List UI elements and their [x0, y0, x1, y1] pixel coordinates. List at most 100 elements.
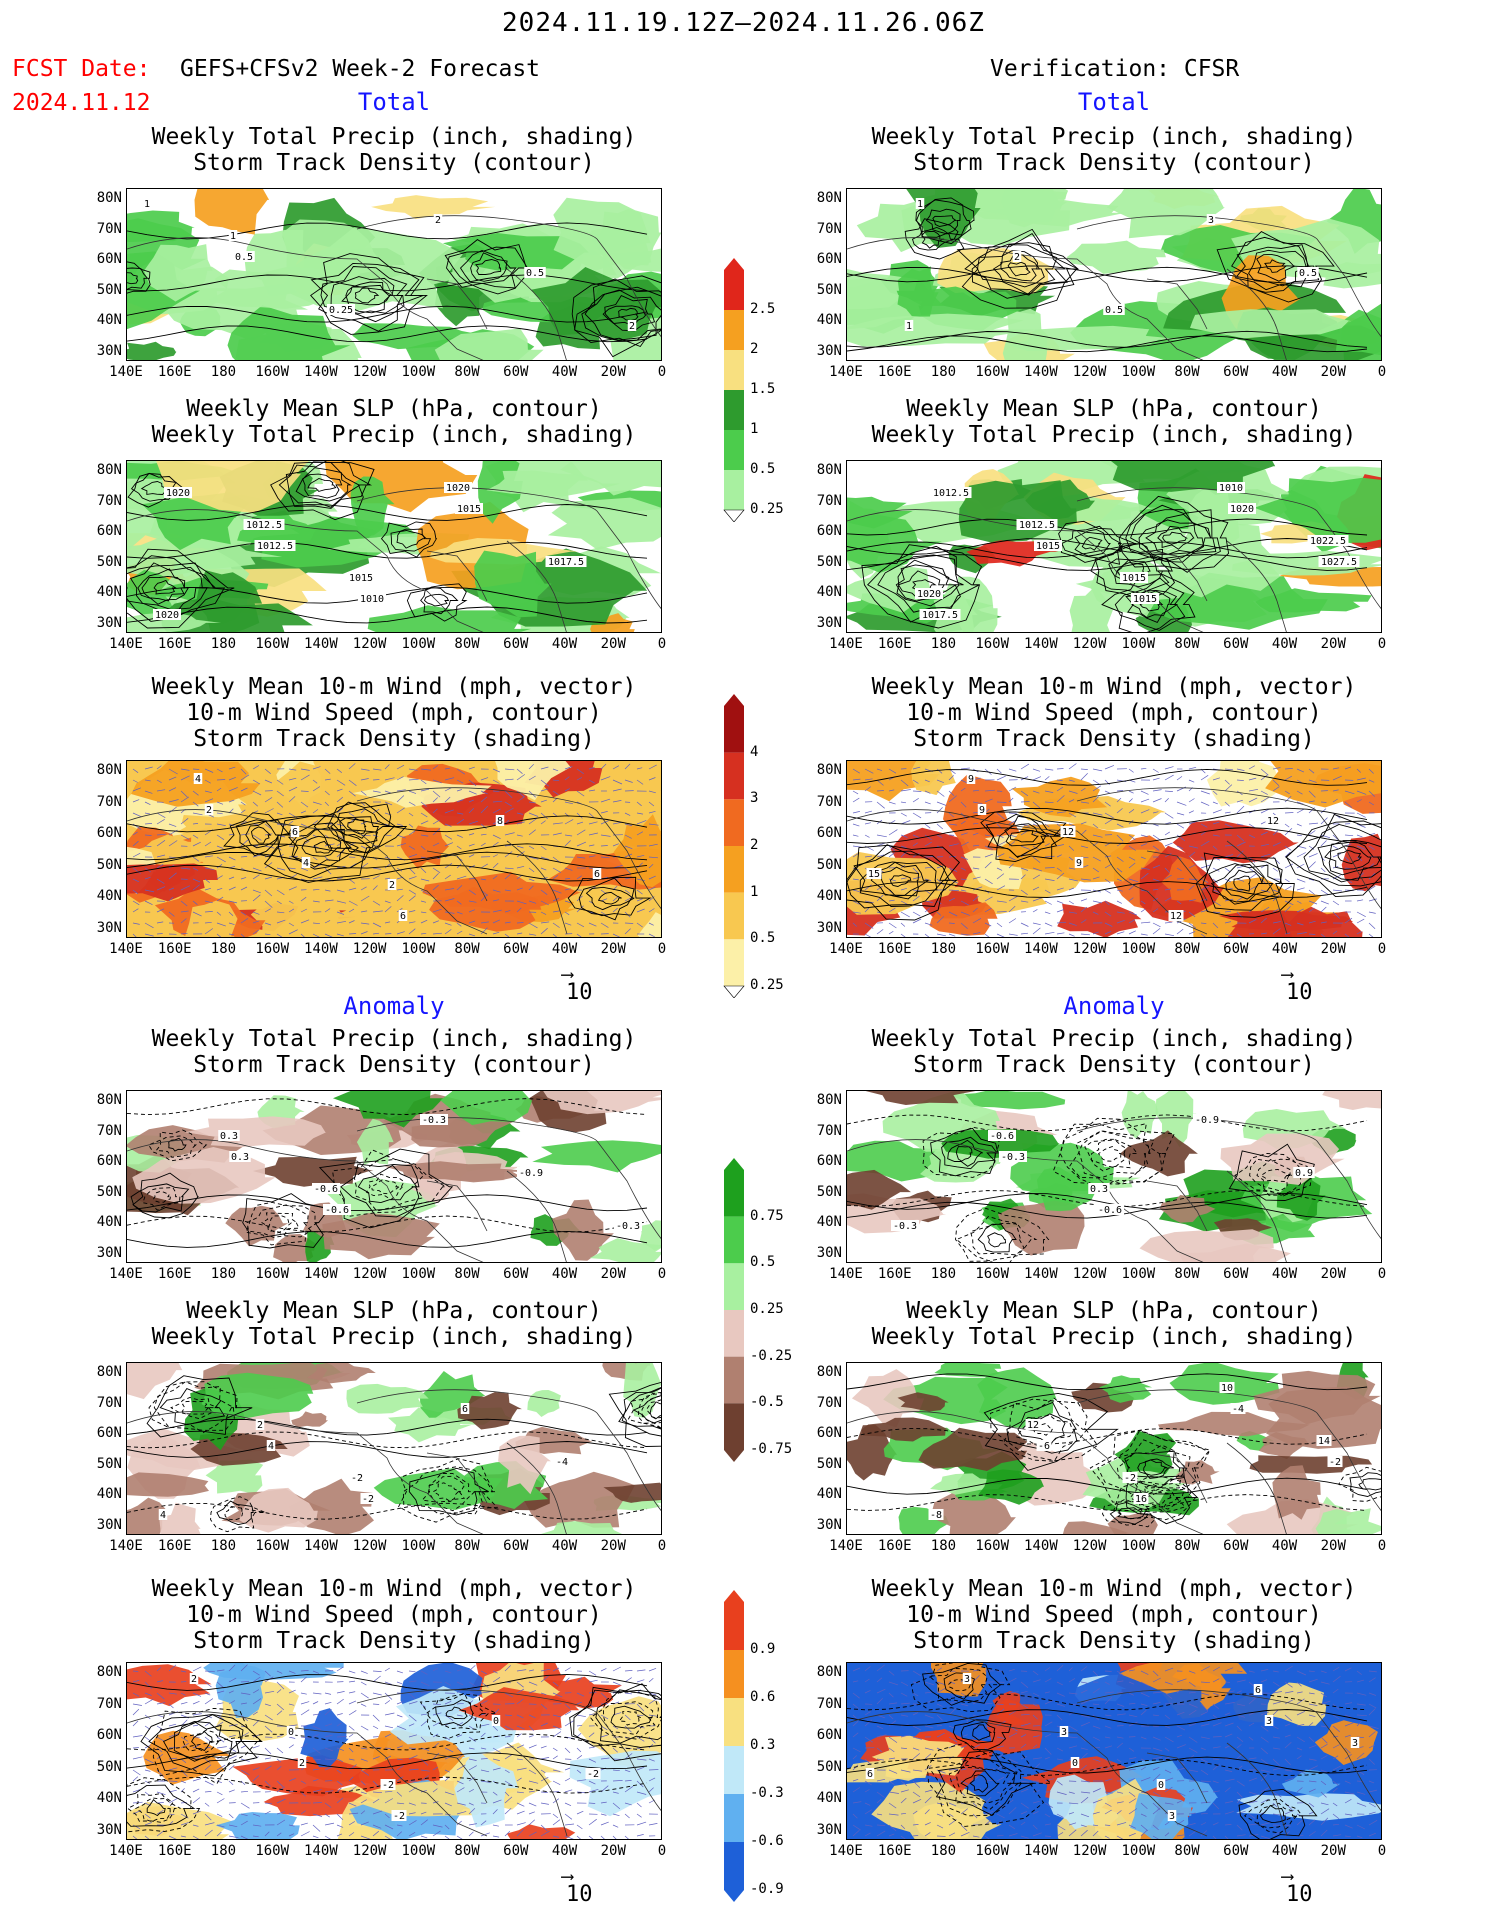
- wind-vector: [480, 1723, 490, 1727]
- contour-line: [645, 1399, 661, 1419]
- wind-vector: [468, 1736, 476, 1742]
- wind-vector: [1368, 790, 1375, 797]
- wind-vector: [924, 1765, 932, 1771]
- wind-vector: [1260, 808, 1270, 814]
- wind-vector: [396, 807, 405, 814]
- wind-vector: [900, 801, 907, 804]
- vector-ref-arrow: ⟶: [562, 1866, 573, 1887]
- wind-vector: [1116, 1791, 1124, 1794]
- wind-vector: [156, 1667, 162, 1672]
- wind-vector: [1152, 798, 1162, 803]
- wind-vector: [1080, 1721, 1091, 1727]
- wind-vector: [216, 1798, 225, 1804]
- coastline: [1076, 215, 1381, 338]
- wind-vector: [852, 878, 859, 881]
- wind-vector: [1116, 790, 1124, 792]
- wind-vector: [468, 1681, 475, 1686]
- lon-tick-label: 80W: [1174, 1538, 1200, 1554]
- wind-vector: [900, 1692, 908, 1697]
- wind-vector: [564, 1777, 571, 1782]
- wind-vector: [1116, 823, 1124, 828]
- wind-vector: [636, 854, 645, 858]
- lon-tick-label: 100W: [401, 636, 436, 652]
- wind-vector: [1380, 911, 1381, 912]
- lon-tick-label: 20W: [1320, 1266, 1346, 1282]
- wind-vector: [900, 1780, 908, 1786]
- wind-vector: [228, 766, 236, 770]
- wind-vector: [480, 1691, 490, 1694]
- wind-vector: [864, 1789, 870, 1793]
- wind-vector: [552, 1747, 558, 1752]
- colorbar-swatch: [724, 846, 744, 893]
- wind-vector: [1056, 768, 1064, 770]
- wind-vector: [984, 1796, 992, 1804]
- wind-vector: [924, 1747, 934, 1751]
- wind-vector: [240, 933, 245, 937]
- contour-label: 1015: [455, 503, 483, 515]
- wind-vector: [1212, 1746, 1221, 1749]
- panel-title-line: Storm Track Density (shading): [193, 1628, 595, 1654]
- wind-vector: [1380, 780, 1381, 781]
- wind-vector: [1356, 1692, 1367, 1696]
- wind-vector: [312, 779, 318, 784]
- contour-line: [637, 1393, 661, 1429]
- contour-line: [1004, 823, 1047, 847]
- wind-vector: [504, 1831, 511, 1837]
- wind-vector: [1092, 911, 1099, 915]
- svg-text:0: 0: [288, 1727, 294, 1738]
- wind-vector: [648, 790, 656, 794]
- wind-vector: [1176, 1800, 1183, 1804]
- wind-vector: [1236, 1736, 1244, 1742]
- wind-vector: [936, 807, 943, 814]
- lat-tick-label: 40N: [96, 888, 122, 905]
- wind-vector: [612, 1725, 619, 1730]
- wind-vector: [1248, 1681, 1255, 1687]
- wind-vector: [204, 798, 214, 803]
- svg-text:1020: 1020: [155, 610, 179, 621]
- wind-vector: [1320, 933, 1326, 937]
- model-label: GEFS+CFSv2 Week-2 Forecast: [180, 56, 541, 82]
- wind-vector: [1104, 1725, 1112, 1729]
- wind-vector: [336, 900, 347, 904]
- wind-vector: [372, 1670, 382, 1672]
- wind-vector: [360, 1791, 367, 1795]
- wind-vector: [1128, 798, 1133, 803]
- wind-vector: [1140, 1813, 1147, 1817]
- wind-vector: [168, 887, 174, 891]
- wind-vector: [996, 1708, 1005, 1716]
- lat-tick-label: 80N: [96, 1092, 122, 1108]
- wind-vector: [612, 907, 618, 913]
- wind-vector: [420, 1819, 428, 1826]
- wind-vector: [1020, 1681, 1029, 1688]
- wind-vector: [408, 1812, 416, 1815]
- contour-line: [877, 554, 961, 613]
- storm-density-shade: [257, 843, 367, 871]
- wind-vector: [240, 1813, 248, 1817]
- wind-vector: [588, 922, 597, 927]
- precip-anomaly-shade: [127, 1363, 183, 1400]
- wind-vector: [1164, 1747, 1170, 1752]
- svg-text:-2: -2: [382, 1780, 394, 1791]
- wind-vector: [192, 1797, 201, 1804]
- contour-line: [977, 244, 1058, 295]
- wind-vector: [1368, 1832, 1376, 1837]
- contour-line: [148, 1714, 244, 1770]
- wind-vector: [144, 823, 153, 825]
- contour-line: [1084, 1139, 1139, 1172]
- wind-vector: [1032, 801, 1041, 809]
- lat-tick-label: 80N: [816, 1664, 842, 1680]
- wind-vector: [1164, 1832, 1170, 1837]
- wind-vector: [192, 790, 199, 796]
- wind-vector: [360, 922, 370, 925]
- wind-vector: [648, 886, 656, 891]
- wind-vector: [912, 1824, 919, 1826]
- section-anomaly-left: Anomaly: [343, 992, 445, 1020]
- wind-vector: [1224, 1811, 1234, 1815]
- wind-vector: [864, 1832, 871, 1837]
- wind-vector: [996, 900, 1007, 903]
- wind-vector: [1020, 1821, 1026, 1826]
- wind-vector: [1128, 1714, 1138, 1718]
- contour-line: [1264, 259, 1288, 273]
- wind-vector: [228, 1677, 237, 1683]
